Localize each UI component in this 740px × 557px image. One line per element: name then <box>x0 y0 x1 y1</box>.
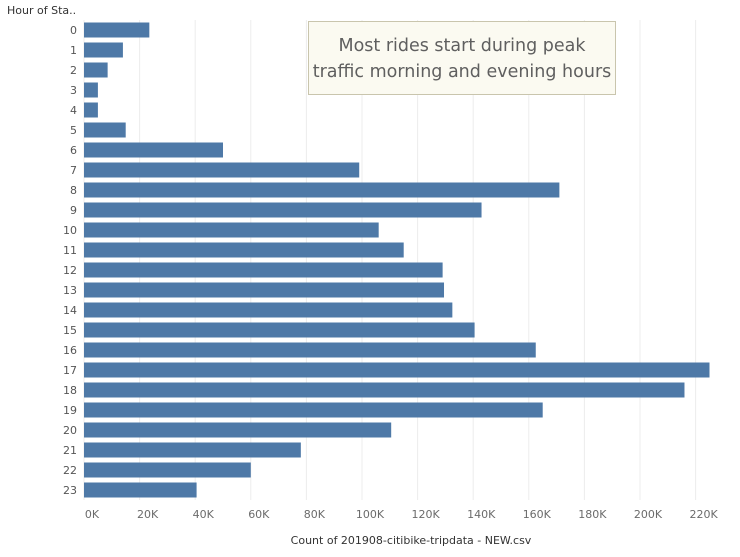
row-label-hour-10: 10 <box>63 224 77 237</box>
row-label-hour-12: 12 <box>63 264 77 277</box>
bar-hour-12[interactable] <box>84 262 443 278</box>
row-label-hour-22: 22 <box>63 464 77 477</box>
bar-hour-2[interactable] <box>84 62 108 78</box>
x-tick-label: 80K <box>304 508 326 521</box>
gridlines <box>83 20 697 500</box>
bar-hour-8[interactable] <box>84 182 560 198</box>
row-label-hour-6: 6 <box>70 144 77 157</box>
bar-hour-17[interactable] <box>84 362 710 378</box>
x-tick-label: 180K <box>578 508 607 521</box>
bar-hour-3[interactable] <box>84 82 98 98</box>
row-label-hour-13: 13 <box>63 284 77 297</box>
row-label-hour-14: 14 <box>63 304 77 317</box>
row-label-hour-11: 11 <box>63 244 77 257</box>
annotation-line-1: Most rides start during peak <box>338 36 586 56</box>
bar-hour-4[interactable] <box>84 102 98 118</box>
x-tick-label: 0K <box>85 508 100 521</box>
annotation-line-2: traffic morning and evening hours <box>312 62 612 82</box>
bar-hour-5[interactable] <box>84 122 126 138</box>
row-label-hour-5: 5 <box>70 124 77 137</box>
row-label-hour-15: 15 <box>63 324 77 337</box>
row-label-hour-19: 19 <box>63 404 77 417</box>
x-tick-label: 100K <box>356 508 385 521</box>
row-label-hour-21: 21 <box>63 444 77 457</box>
bar-hour-20[interactable] <box>84 422 392 438</box>
bar-hour-7[interactable] <box>84 162 360 178</box>
bar-hour-21[interactable] <box>84 442 301 458</box>
row-label-hour-16: 16 <box>63 344 77 357</box>
row-label-hour-1: 1 <box>70 44 77 57</box>
bar-hour-1[interactable] <box>84 42 123 58</box>
annotation-box: Most rides start during peak traffic mor… <box>308 21 616 95</box>
bar-hour-9[interactable] <box>84 202 482 218</box>
x-axis-title: Count of 201908-citibike-tripdata - NEW.… <box>291 534 532 547</box>
x-tick-label: 200K <box>634 508 663 521</box>
row-label-hour-0: 0 <box>70 24 77 37</box>
x-tick-label: 160K <box>523 508 552 521</box>
bar-hour-10[interactable] <box>84 222 379 238</box>
row-label-hour-2: 2 <box>70 64 77 77</box>
x-tick-label: 20K <box>137 508 159 521</box>
x-tick-label: 220K <box>689 508 718 521</box>
bar-hour-16[interactable] <box>84 342 536 358</box>
row-label-hour-7: 7 <box>70 164 77 177</box>
x-tick-labels: 0K 20K 40K 60K 80K 100K 120K 140K 160K 180K 200K 22… <box>85 508 719 521</box>
x-tick-label: 40K <box>193 508 215 521</box>
bar-hour-6[interactable] <box>84 142 223 158</box>
row-axis-header: Hour of Sta.. <box>7 4 77 17</box>
bars <box>84 22 710 498</box>
row-label-hour-23: 23 <box>63 484 77 497</box>
bar-hour-15[interactable] <box>84 322 475 338</box>
x-tick-label: 60K <box>248 508 270 521</box>
bar-hour-22[interactable] <box>84 462 251 478</box>
row-label-hour-4: 4 <box>70 104 77 117</box>
x-tick-label: 140K <box>467 508 496 521</box>
bar-hour-18[interactable] <box>84 382 685 398</box>
row-label-hour-9: 9 <box>70 204 77 217</box>
bar-hour-14[interactable] <box>84 302 453 318</box>
row-label-hour-20: 20 <box>63 424 77 437</box>
x-tick-label: 120K <box>411 508 440 521</box>
row-label-hour-3: 3 <box>70 84 77 97</box>
bar-hour-23[interactable] <box>84 482 197 498</box>
row-label-hour-17: 17 <box>63 364 77 377</box>
row-label-hour-8: 8 <box>70 184 77 197</box>
row-label-hour-18: 18 <box>63 384 77 397</box>
bar-hour-0[interactable] <box>84 22 150 38</box>
bar-hour-13[interactable] <box>84 282 445 298</box>
bar-hour-19[interactable] <box>84 402 543 418</box>
bar-hour-11[interactable] <box>84 242 404 258</box>
